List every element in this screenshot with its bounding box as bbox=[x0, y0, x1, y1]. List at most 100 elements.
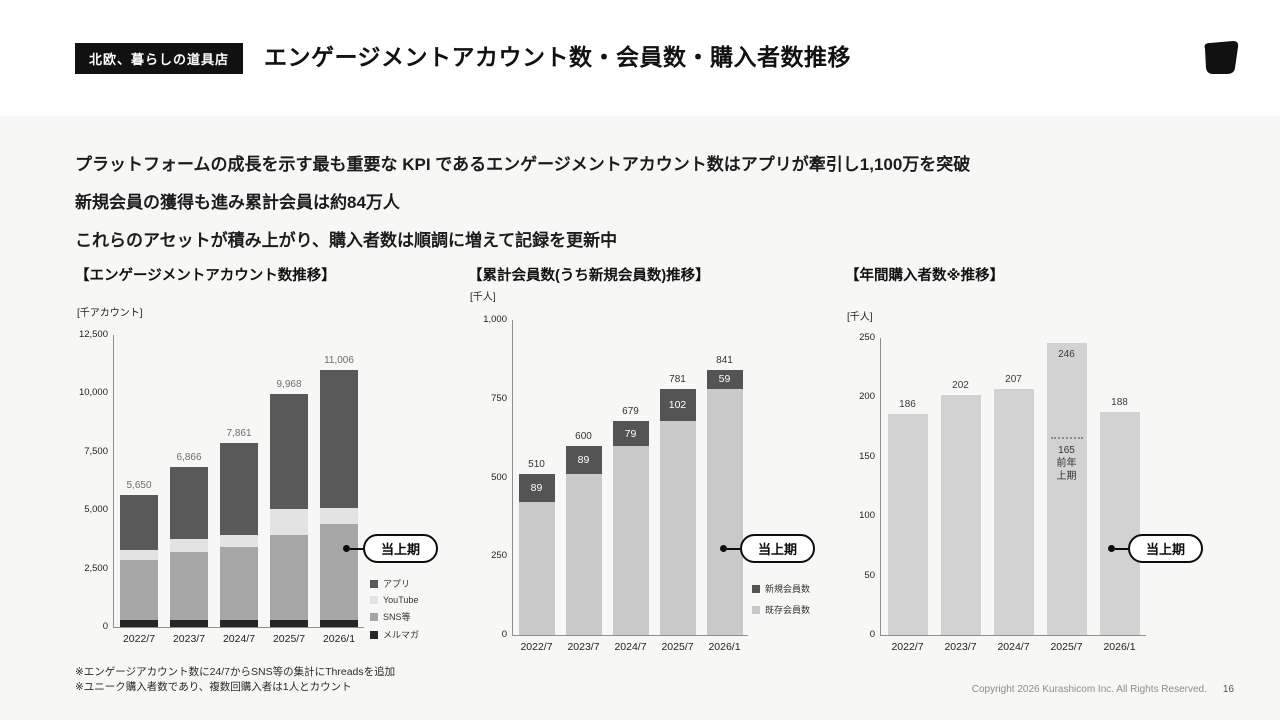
y-axis-tick-label: 0 bbox=[869, 629, 875, 640]
bar-segment bbox=[1099, 411, 1140, 635]
y-axis-tick-label: 100 bbox=[859, 510, 875, 522]
bar-segment: 59 bbox=[706, 370, 743, 389]
x-axis-tick-label: 2023/7 bbox=[567, 641, 600, 653]
bar-value-label: 510 bbox=[528, 459, 545, 471]
callout-connector-line bbox=[1115, 547, 1128, 550]
legend-label: メルマガ bbox=[383, 630, 420, 640]
bar-segment bbox=[120, 620, 158, 627]
bar-value-label: 9,968 bbox=[276, 379, 302, 391]
legend-label: 新規会員数 bbox=[765, 584, 811, 594]
y-axis-tick-label: 1,000 bbox=[483, 314, 507, 325]
callout-dot bbox=[720, 545, 727, 552]
page-title: エンゲージメントアカウント数・会員数・購入者数推移 bbox=[264, 44, 852, 70]
bar-segment bbox=[220, 547, 258, 620]
callout-pill: 当上期 bbox=[740, 534, 816, 563]
y-axis-tick-label: 5,000 bbox=[84, 504, 108, 516]
callout-dot bbox=[343, 545, 350, 552]
y-axis-tick-label: 12,500 bbox=[78, 329, 108, 340]
x-axis-tick-label: 2022/7 bbox=[891, 641, 924, 653]
bar-segment: 79 bbox=[612, 421, 649, 446]
bar-segment bbox=[940, 395, 981, 635]
x-axis-tick-label: 2023/7 bbox=[944, 641, 977, 653]
callout-current-period-engagement: 当上期 bbox=[343, 534, 439, 563]
bar-segment bbox=[320, 369, 358, 508]
legend-item: YouTube bbox=[370, 595, 419, 605]
bar-value-label: 5,650 bbox=[126, 480, 152, 492]
legend-label: アプリ bbox=[383, 579, 411, 589]
lead-line-2: 新規会員の獲得も進み累計会員は約84万人 bbox=[75, 193, 400, 212]
footer: Copyright 2026 Kurashicom Inc. All Right… bbox=[972, 684, 1234, 695]
legend-swatch bbox=[370, 596, 378, 604]
bar-segment bbox=[1046, 342, 1087, 635]
prior-year-label: 165 前年上期 bbox=[1056, 444, 1077, 482]
bar-segment bbox=[270, 619, 308, 627]
bar-segment bbox=[220, 443, 258, 535]
bar-segment bbox=[993, 389, 1034, 635]
y-axis-tick-label: 750 bbox=[491, 392, 507, 404]
bar-value-label: 7,861 bbox=[226, 428, 252, 440]
chart-title-purchasers: 【年間購入者数※推移】 bbox=[845, 268, 1005, 284]
x-axis-tick-label: 2025/7 bbox=[272, 633, 306, 645]
bar-segment bbox=[320, 524, 358, 620]
brand-tag: 北欧、暮らしの道具店 bbox=[75, 43, 244, 74]
bar-value-label: 188 bbox=[1111, 396, 1128, 408]
legend-engagement: アプリ YouTube SNS等メルマガ bbox=[370, 577, 419, 641]
bar-segment bbox=[612, 446, 649, 635]
y-axis-tick-label: 150 bbox=[859, 450, 875, 462]
legend-item: 既存会員数 bbox=[752, 603, 810, 616]
bar-segment bbox=[170, 538, 208, 552]
x-axis-tick-label: 2026/1 bbox=[1103, 641, 1136, 653]
callout-dot bbox=[1108, 545, 1115, 552]
x-axis-tick-label: 2026/1 bbox=[322, 633, 356, 645]
bar-value-label: 841 bbox=[716, 355, 733, 367]
callout-current-period-purchasers: 当上期 bbox=[1108, 534, 1204, 563]
lead-text: プラットフォームの成長を示す最も重要な KPI であるエンゲージメントアカウント… bbox=[75, 146, 970, 260]
x-axis-tick-label: 2024/7 bbox=[614, 641, 647, 653]
callout-connector-line bbox=[350, 547, 363, 550]
bar-segment bbox=[518, 502, 555, 635]
y-axis-tick-label: 2,500 bbox=[84, 562, 108, 574]
bar-segment bbox=[170, 619, 208, 627]
bar-segment bbox=[120, 495, 158, 550]
plot-engagement-accounts: 0 2,500 5,000 7,500 10,000 12,500 2022/7 5,650 2… bbox=[79, 330, 364, 645]
bar-segment bbox=[320, 619, 358, 627]
prior-year-divider bbox=[1050, 436, 1083, 439]
footnote-2: ※ユニーク購入者数であり、複数回購入者は1人とカウント bbox=[75, 681, 352, 693]
x-axis-tick-label: 2025/7 bbox=[661, 641, 694, 653]
bar-segment bbox=[320, 507, 358, 525]
y-axis-tick-label: 0 bbox=[102, 621, 108, 632]
y-axis-tick-label: 0 bbox=[501, 629, 507, 640]
y-axis-tick-label: 10,000 bbox=[78, 387, 108, 399]
bar-value-label: 202 bbox=[952, 380, 969, 392]
legend-swatch bbox=[370, 612, 378, 621]
x-axis-tick-label: 2025/7 bbox=[1050, 641, 1083, 653]
bar-segment bbox=[220, 619, 258, 627]
bar-value-label: 6,866 bbox=[176, 451, 202, 463]
x-axis-tick-label: 2026/1 bbox=[708, 641, 741, 653]
bar-value-label: 207 bbox=[1005, 374, 1022, 386]
x-axis-tick-label: 2024/7 bbox=[997, 641, 1030, 653]
bar-segment: 102 bbox=[659, 389, 696, 422]
page-number: 16 bbox=[1222, 684, 1234, 695]
bar-segment bbox=[706, 388, 743, 635]
plot-annual-purchasers: 0 50 100 150 200 250 2022/7 186 2023/7 202 2024/7 2… bbox=[859, 333, 1146, 653]
bar-segment bbox=[887, 414, 928, 635]
x-axis-tick-label: 2022/7 bbox=[520, 641, 553, 653]
copyright-text: Copyright 2026 Kurashicom Inc. All Right… bbox=[971, 684, 1207, 695]
bar-segment bbox=[565, 474, 602, 635]
lead-line-1: プラットフォームの成長を示す最も重要な KPI であるエンゲージメントアカウント… bbox=[75, 155, 971, 174]
legend-item: メルマガ bbox=[370, 628, 419, 641]
y-axis-tick-label: 500 bbox=[491, 471, 507, 483]
legend-item: SNS等 bbox=[370, 610, 419, 623]
callout-pill: 当上期 bbox=[1128, 534, 1204, 563]
legend-label: YouTube bbox=[383, 595, 419, 605]
bar-segment bbox=[659, 421, 696, 635]
bar-segment bbox=[170, 551, 208, 620]
bar-segment bbox=[220, 534, 258, 548]
legend-item: 新規会員数 bbox=[752, 582, 810, 595]
kurashicom-logo-icon bbox=[1200, 40, 1240, 76]
y-axis-tick-label: 7,500 bbox=[84, 445, 108, 457]
bar-segment bbox=[270, 534, 308, 620]
legend-swatch bbox=[752, 584, 760, 593]
